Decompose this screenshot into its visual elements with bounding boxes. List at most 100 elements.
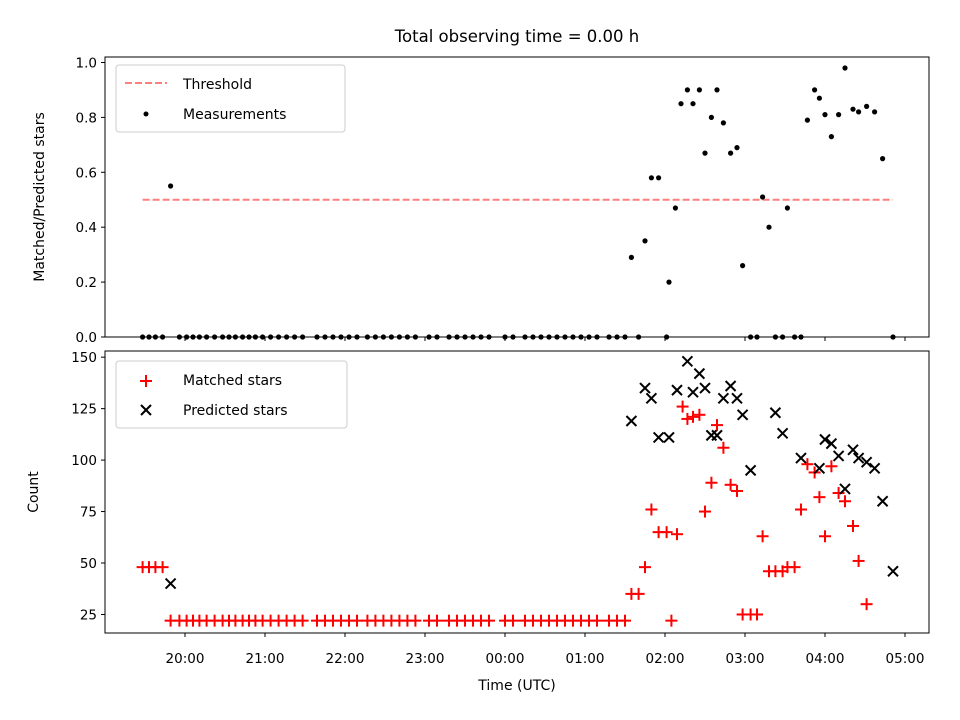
predicted-star-point <box>736 409 749 421</box>
bottom-x-tick-label: 04:00 <box>806 651 845 667</box>
matched-star-point <box>801 458 814 471</box>
top-chart-title: Total observing time = 0.00 h <box>394 27 639 46</box>
predicted-star-point <box>813 462 826 475</box>
top-x-ticks <box>184 337 906 341</box>
matched-star-point <box>731 484 743 497</box>
top-axes-frame <box>104 56 930 338</box>
matched-star-point <box>724 478 737 491</box>
matched-star-point <box>819 530 831 543</box>
predicted-star-point <box>652 431 665 444</box>
predicted-star-point <box>699 382 711 394</box>
measurement-point <box>880 156 886 162</box>
legend-predicted-swatch <box>140 404 152 416</box>
legend-threshold-label: Threshold <box>182 77 252 93</box>
predicted-star-point <box>847 444 859 456</box>
top-y-tick-label: 0.2 <box>76 275 97 291</box>
measurement-point <box>784 205 791 211</box>
legend-matched-swatch <box>140 375 152 387</box>
predicted-star-point <box>825 437 838 450</box>
measurement-point <box>714 87 720 93</box>
bottom-axes-frame <box>104 350 930 634</box>
measurement-point <box>728 150 734 156</box>
bottom-x-tick-label: 03:00 <box>726 651 765 667</box>
predicted-star-point <box>795 452 807 464</box>
predicted-star-point <box>744 464 757 477</box>
top-panel: 0.0 0.2 0.4 0.6 0.8 1.0 Matched/Predicted sta… <box>32 55 930 346</box>
measurement-point <box>628 254 635 260</box>
bottom-y-tick-label: 150 <box>71 350 97 366</box>
matched-star-point <box>676 400 689 413</box>
predicted-star-point <box>832 450 845 462</box>
matched-star-point <box>632 587 645 600</box>
matched-star-point <box>591 614 603 627</box>
bottom-y-tick-label: 75 <box>80 505 97 521</box>
bottom-y-axis-label: Count <box>26 471 42 513</box>
measurement-point <box>734 145 740 151</box>
matched-star-point <box>847 519 859 532</box>
matched-star-point <box>639 561 651 574</box>
matched-star-point <box>296 614 309 627</box>
measurement-point <box>812 87 818 93</box>
matched-star-point <box>507 614 519 627</box>
predicted-star-point <box>164 577 177 590</box>
top-y-tick-label: 0.0 <box>76 330 97 346</box>
measurement-point <box>642 238 648 244</box>
measurement-point <box>822 112 828 118</box>
predicted-star-point <box>860 456 873 468</box>
matched-star-point <box>687 410 699 423</box>
matched-star-point <box>665 614 678 627</box>
measurement-point <box>696 87 703 93</box>
bottom-x-tick-label: 23:00 <box>406 651 445 667</box>
matched-star-point <box>671 528 683 541</box>
bottom-x-tick-label: 20:00 <box>166 651 205 667</box>
predicted-star-point <box>776 427 789 440</box>
matched-star-point <box>825 460 838 473</box>
legend-measurements-swatch <box>143 111 149 117</box>
top-y-tick-label: 1.0 <box>76 55 97 71</box>
measurement-point <box>678 101 684 107</box>
matched-star-point <box>813 491 826 504</box>
matched-star-point <box>832 487 845 500</box>
bottom-x-tick-label: 22:00 <box>326 651 365 667</box>
measurement-point <box>672 205 679 211</box>
top-y-axis-label: Matched/Predicted stars <box>32 112 48 282</box>
measurement-point <box>666 279 672 285</box>
top-y-tick-label: 0.8 <box>76 110 97 126</box>
measurement-point <box>766 224 772 230</box>
predicted-star-point <box>724 380 737 392</box>
matched-star-point <box>717 441 730 454</box>
measurement-point <box>850 106 856 112</box>
measurement-point <box>842 65 848 71</box>
measurement-point <box>760 194 766 200</box>
predicted-star-point <box>876 495 889 507</box>
measurement-point <box>816 95 823 101</box>
measurement-point <box>702 150 708 156</box>
predicted-star-point <box>645 392 658 405</box>
measurement-point <box>872 109 878 115</box>
top-y-tick-label: 0.4 <box>76 220 97 236</box>
matched-star-point <box>839 495 851 508</box>
matched-star-point <box>483 614 495 627</box>
matched-star-point <box>756 530 769 543</box>
measurement-point <box>836 112 842 118</box>
matched-star-point <box>751 608 763 621</box>
predicted-star-point <box>819 433 831 446</box>
measurement-point <box>864 103 870 109</box>
legend-matched-label: Matched stars <box>183 373 282 389</box>
matched-star-point <box>619 614 631 627</box>
bottom-y-tick-label: 25 <box>80 607 97 623</box>
matched-star-point <box>431 614 443 627</box>
bottom-plot-area <box>136 355 899 627</box>
predicted-star-point <box>625 415 638 427</box>
matched-star-point <box>645 503 658 516</box>
x-axis-label: Time (UTC) <box>477 678 555 694</box>
predicted-star-point <box>769 407 782 419</box>
measurement-point <box>690 101 696 107</box>
measurement-point <box>828 134 835 140</box>
predicted-star-point <box>711 429 723 442</box>
measurement-point <box>168 183 174 189</box>
matched-star-point <box>788 561 801 574</box>
measurement-point <box>656 175 662 181</box>
predicted-star-point <box>671 384 683 396</box>
predicted-star-point <box>868 462 881 475</box>
